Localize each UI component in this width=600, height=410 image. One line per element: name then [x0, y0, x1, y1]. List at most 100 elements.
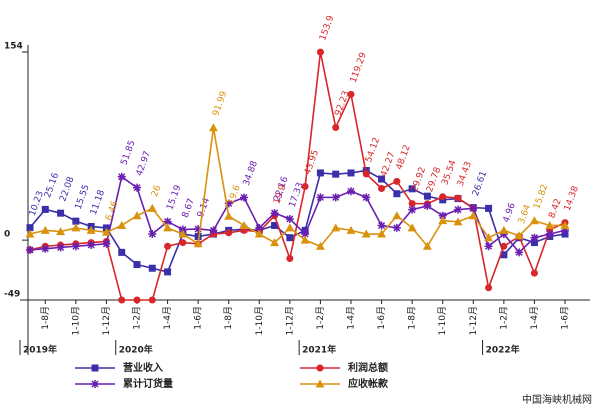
point: [407, 223, 417, 232]
point: [545, 230, 554, 239]
x-tick-label: 1-12月: [284, 306, 295, 335]
point: [285, 214, 294, 223]
series-line: [29, 175, 566, 254]
point: [41, 244, 50, 253]
point: [560, 220, 570, 229]
point: [255, 223, 264, 232]
point: [485, 284, 493, 292]
x-tick-label: 1-8月: [407, 306, 418, 330]
point: [87, 241, 96, 250]
point: [454, 205, 462, 214]
legend-label: 利润总额: [348, 361, 388, 374]
year-label: 2020年: [119, 344, 153, 356]
point: [209, 226, 218, 235]
point: [133, 296, 141, 304]
point: [332, 170, 340, 178]
x-tick-label: 1-4月: [162, 306, 173, 330]
point: [178, 229, 188, 238]
point: [514, 231, 524, 240]
point: [133, 261, 141, 269]
point: [56, 243, 65, 252]
x-tick-label: 1-10月: [254, 306, 265, 335]
data-label: 19.6: [226, 184, 242, 207]
point: [500, 242, 508, 250]
data-label: 34.88: [242, 160, 260, 188]
point: [392, 211, 402, 220]
point: [208, 123, 218, 132]
point: [545, 220, 555, 229]
point: [468, 211, 478, 220]
point: [225, 229, 233, 237]
data-label: 11.18: [89, 188, 107, 216]
point: [148, 230, 157, 239]
point: [300, 235, 310, 244]
point: [239, 220, 249, 229]
point: [515, 248, 524, 257]
point: [179, 239, 187, 247]
data-label: 6.46: [104, 200, 120, 223]
point: [423, 201, 432, 210]
point: [71, 242, 80, 251]
x-tick-label: 1-6月: [193, 306, 204, 330]
data-label: 15.55: [74, 183, 92, 211]
data-label: 34.43: [456, 160, 474, 188]
source: 中国海峡机械网: [522, 393, 592, 406]
point: [408, 185, 416, 193]
point: [316, 193, 325, 202]
point: [316, 364, 324, 372]
point: [224, 211, 234, 220]
point: [117, 172, 126, 181]
point: [132, 211, 142, 220]
point: [392, 223, 401, 232]
data-label: 15.82: [532, 183, 550, 211]
point: [438, 211, 447, 220]
point: [377, 221, 386, 230]
point: [193, 239, 203, 248]
data-label: 22.16: [272, 175, 290, 203]
x-tick-label: 1-6月: [560, 306, 571, 330]
y-tick-label: 154: [4, 42, 23, 52]
series-line: [29, 51, 566, 301]
point: [422, 241, 432, 250]
point: [117, 220, 127, 229]
point: [26, 245, 34, 254]
point: [91, 364, 99, 372]
legend-label: 应收帐款: [348, 377, 389, 390]
point: [331, 193, 340, 202]
data-label: 8.67: [181, 197, 197, 219]
x-tick-label: 1-12月: [468, 306, 479, 335]
data-label: 26.61: [471, 170, 489, 198]
point: [301, 230, 310, 239]
point: [362, 193, 371, 202]
point: [485, 204, 493, 212]
data-label: 14.38: [563, 185, 581, 213]
year-label: 2022年: [486, 344, 520, 356]
point: [361, 229, 371, 238]
point: [163, 223, 173, 232]
point: [469, 204, 478, 213]
data-label: 153.9: [318, 14, 336, 42]
point: [71, 223, 81, 232]
point: [484, 233, 494, 242]
y-tick-label: 0: [4, 230, 10, 240]
point: [91, 380, 99, 388]
point: [362, 170, 370, 178]
point: [332, 123, 340, 131]
point: [25, 229, 35, 238]
point: [561, 226, 569, 235]
point: [331, 223, 341, 232]
point: [26, 224, 34, 232]
point: [530, 269, 538, 277]
point: [377, 229, 387, 238]
point: [194, 224, 203, 233]
x-tick-label: 1-4月: [346, 306, 357, 330]
point: [346, 225, 356, 234]
point: [286, 254, 294, 262]
point: [439, 193, 447, 201]
point: [148, 296, 156, 304]
point: [102, 239, 111, 248]
data-label: 15.19: [165, 184, 183, 212]
point: [530, 233, 539, 242]
point: [254, 229, 264, 238]
